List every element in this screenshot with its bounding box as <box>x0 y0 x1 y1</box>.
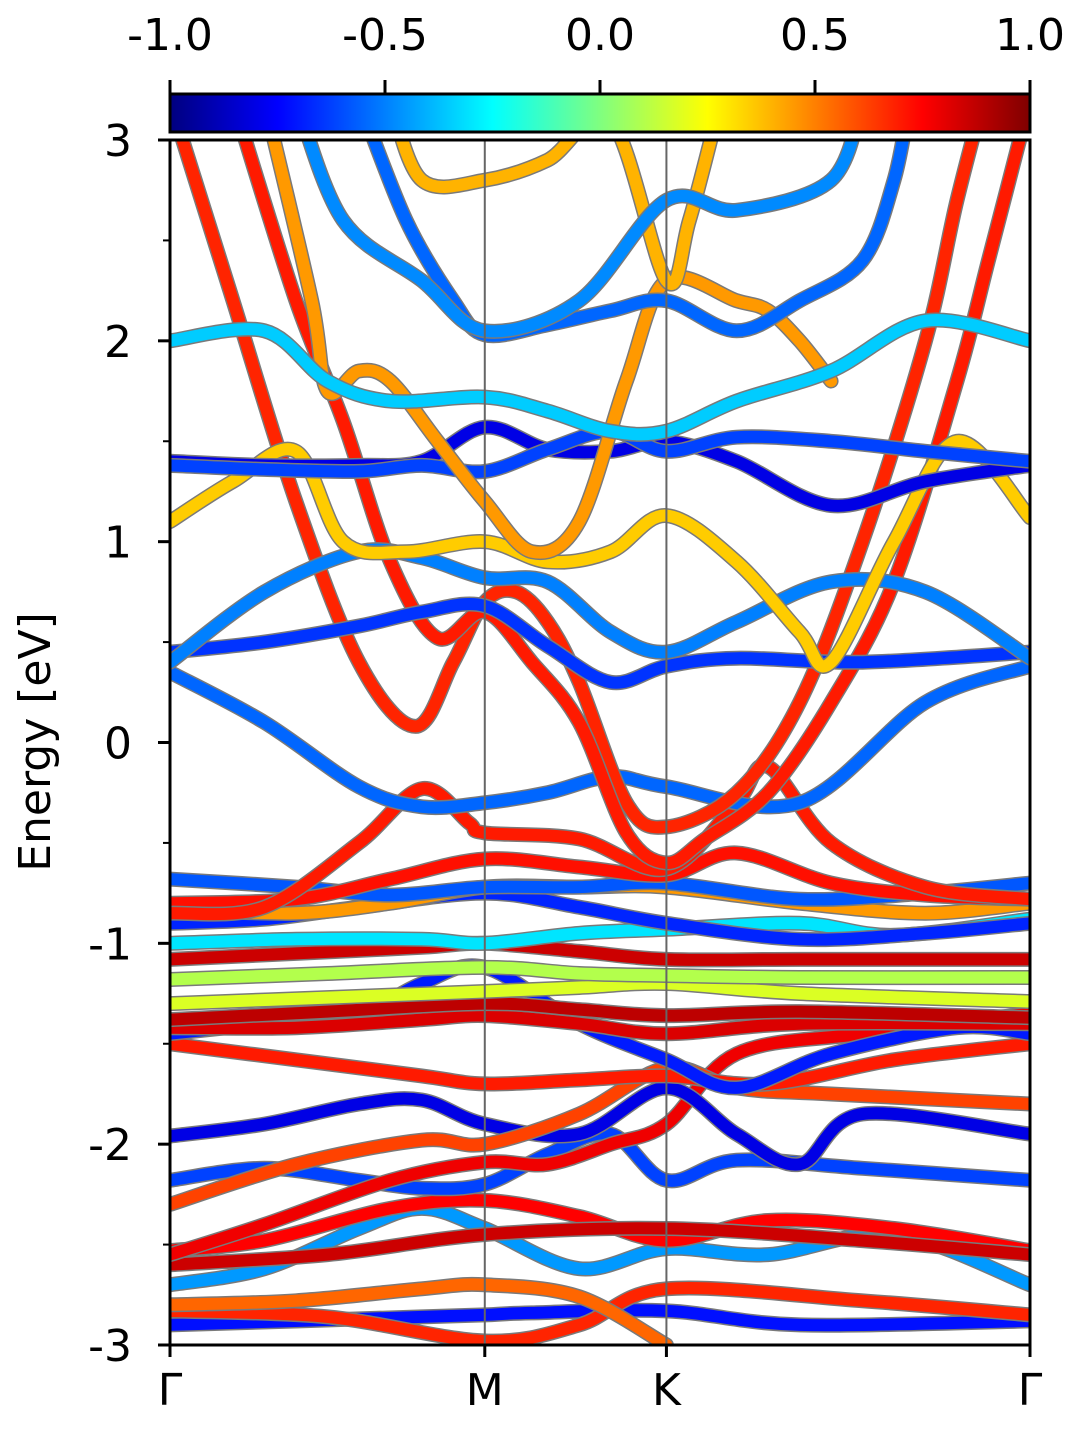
colorbar <box>168 92 1032 134</box>
band-12 <box>170 1008 1030 1042</box>
band-line <box>170 1222 1030 1271</box>
band-line <box>170 1278 673 1345</box>
band-30 <box>170 423 1030 480</box>
band-32 <box>365 140 911 344</box>
y-tick-label: 2 <box>104 317 132 368</box>
band-23 <box>170 658 1030 816</box>
band-25 <box>237 140 1028 871</box>
y-tick-label: -1 <box>88 919 132 970</box>
band-16 <box>170 935 1030 968</box>
band-2 <box>170 1276 674 1345</box>
band-line <box>170 846 1030 910</box>
band-15 <box>170 959 1030 987</box>
x-tick-label: M <box>466 1365 504 1416</box>
y-tick-label: 0 <box>104 719 132 770</box>
band-21 <box>170 845 1030 911</box>
band-line <box>170 1081 1030 1171</box>
band-line <box>239 140 1026 869</box>
band-line <box>170 961 1030 986</box>
x-tick-label: K <box>652 1365 682 1416</box>
band-line <box>170 660 1030 814</box>
y-axis: -3 -2 -1 0 1 2 3 <box>88 116 170 1372</box>
band-27 <box>170 542 1030 670</box>
band-33 <box>170 312 1030 442</box>
band-7 <box>170 1006 1030 1263</box>
y-tick-label: -3 <box>88 1321 132 1372</box>
y-axis-label: Energy [eV] <box>10 612 61 872</box>
band-line <box>170 425 1030 478</box>
band-line <box>170 977 1030 1010</box>
bands-group <box>170 140 1030 1345</box>
band-22 <box>170 758 1030 922</box>
band-13 <box>170 996 1030 1028</box>
y-tick-label: -2 <box>88 1120 132 1171</box>
band-line <box>170 997 1030 1026</box>
band-line <box>302 140 859 338</box>
band-line <box>170 937 1030 966</box>
band-line <box>170 1009 1030 1040</box>
band-line <box>367 140 910 342</box>
colorbar-tick-label: 0.5 <box>780 10 850 61</box>
band-34 <box>394 140 719 292</box>
x-tick-label: Γ <box>1018 1365 1043 1416</box>
colorbar-tick-label: -1.0 <box>127 10 213 61</box>
colorbar-tick-label: 0.0 <box>565 10 635 61</box>
band-35 <box>301 140 860 339</box>
colorbar-tick-label: 1.0 <box>995 10 1065 61</box>
band-line <box>170 543 1030 669</box>
band-line <box>170 1007 1030 1261</box>
y-tick-label: 1 <box>104 518 132 569</box>
colorbar-ticks: -1.0 -0.5 0.0 0.5 1.0 <box>127 10 1065 94</box>
y-tick-label: 3 <box>104 116 132 167</box>
band-line <box>170 1194 1030 1257</box>
band-9 <box>170 1059 1030 1212</box>
high-symmetry-lines <box>483 140 668 1345</box>
band-line <box>170 1281 1030 1345</box>
band-line <box>170 759 1030 921</box>
band-10 <box>170 1036 1030 1092</box>
band-line <box>395 140 717 290</box>
band-8 <box>170 1080 1030 1173</box>
band-5 <box>170 1220 1030 1273</box>
band-4 <box>170 1192 1030 1259</box>
band-line <box>170 1037 1030 1091</box>
band-line <box>170 314 1030 441</box>
band-1 <box>170 1280 1030 1345</box>
x-tick-label: Γ <box>158 1365 183 1416</box>
colorbar-tick-label: -0.5 <box>342 10 428 61</box>
band-line <box>170 1061 1030 1211</box>
band-14 <box>170 975 1030 1012</box>
